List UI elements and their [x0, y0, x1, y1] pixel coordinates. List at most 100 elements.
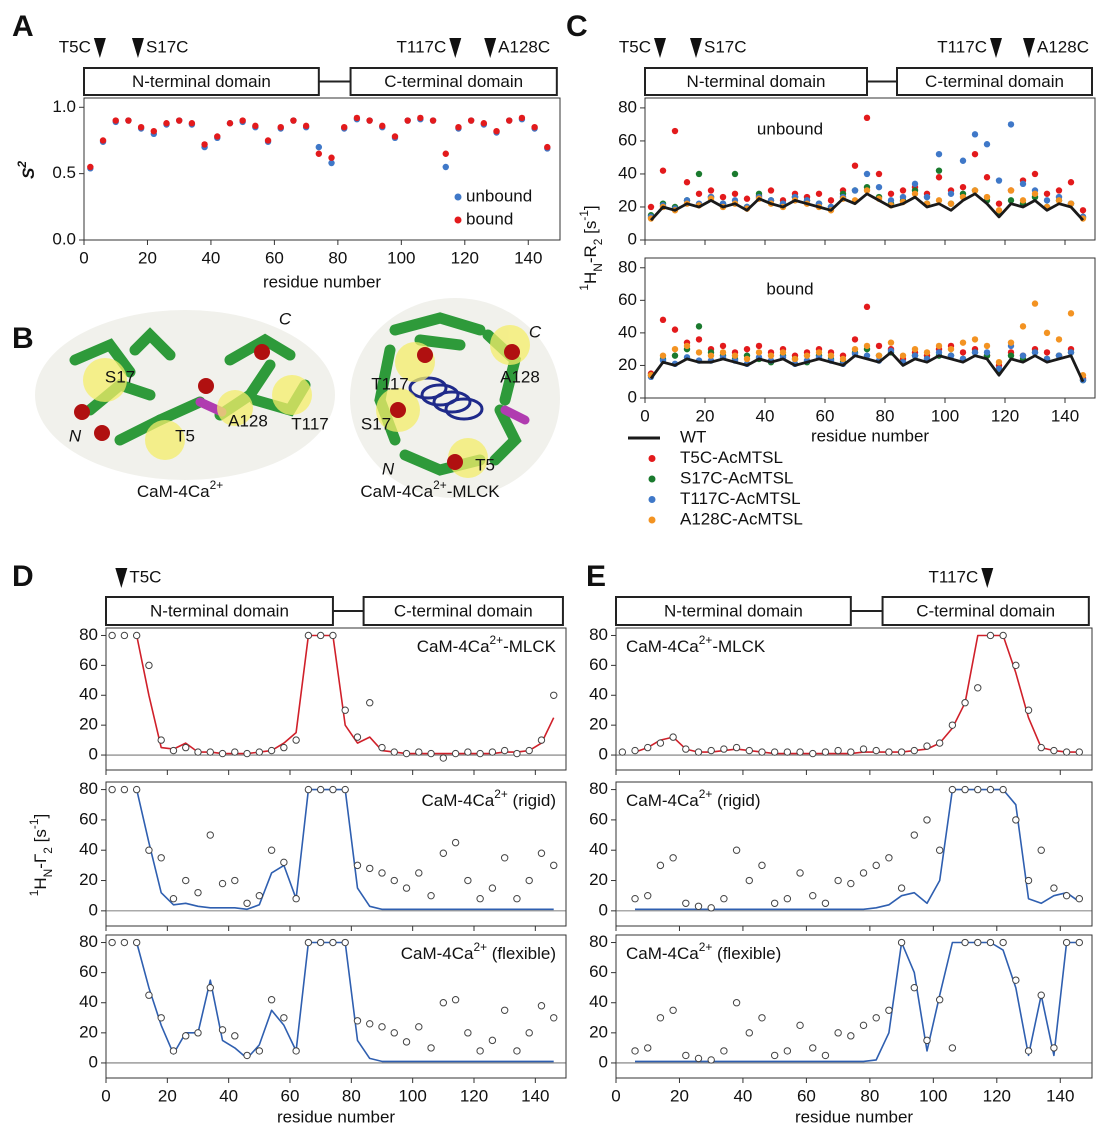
data-point: [935, 174, 943, 181]
data-point: [683, 342, 691, 350]
data-point: [194, 748, 202, 756]
data-point: [631, 1047, 639, 1055]
data-point: [899, 187, 907, 194]
legend-label: S17C-AcMTSL: [680, 468, 793, 487]
data-point: [120, 785, 129, 794]
data-point: [328, 154, 335, 161]
data-point: [1055, 336, 1063, 343]
x-tick-label: 20: [158, 1086, 177, 1105]
data-point: [391, 133, 399, 140]
data-point: [872, 1014, 880, 1022]
plot-frame: [105, 781, 567, 927]
data-point: [255, 748, 264, 756]
residue-label: C: [279, 309, 292, 328]
data-point: [194, 888, 202, 897]
panel-letter: D: [12, 560, 34, 593]
data-point: [935, 739, 944, 747]
data-point: [899, 193, 907, 201]
x-tick-label: 0: [611, 1086, 620, 1105]
data-point: [827, 352, 835, 359]
data-line: [649, 351, 1085, 383]
site-label: T5C: [59, 37, 91, 56]
data-point: [439, 999, 448, 1007]
structure-caption: CaM-4Ca2+: [137, 478, 223, 501]
data-point: [656, 739, 665, 747]
plot-frame: [644, 257, 1096, 399]
x-tick-label: 0: [101, 1086, 110, 1105]
data-point: [417, 114, 424, 122]
data-point: [974, 938, 982, 947]
data-point: [157, 1014, 165, 1022]
data-point: [480, 120, 488, 127]
data-point: [948, 1044, 957, 1052]
data-point: [863, 342, 871, 350]
data-point: [821, 1051, 830, 1060]
data-point: [550, 1014, 558, 1022]
plot-frame: [615, 781, 1093, 927]
data-point: [150, 127, 158, 135]
data-point: [439, 849, 448, 857]
data-point: [815, 349, 823, 356]
data-point: [108, 631, 116, 640]
data-point: [770, 1051, 779, 1060]
subplot-title: CaM-4Ca2+ (flexible): [401, 940, 556, 963]
x-tick-label: 40: [219, 1086, 238, 1105]
domain-label: C-terminal domain: [384, 72, 523, 91]
data-point: [707, 352, 715, 359]
x-tick-label: 20: [138, 248, 157, 267]
data-point: [923, 193, 931, 201]
legend-label: WT: [680, 427, 706, 446]
data-point: [631, 895, 639, 903]
y-tick-label: 40: [618, 322, 637, 341]
data-point: [885, 854, 893, 862]
data-point: [315, 150, 323, 157]
data-point: [451, 749, 460, 758]
data-point: [834, 746, 842, 755]
data-point: [206, 748, 214, 756]
x-tick-label: 120: [983, 1086, 1011, 1105]
data-point: [378, 1023, 386, 1031]
domain-label: C-terminal domain: [394, 601, 533, 620]
data-point: [1043, 197, 1051, 204]
x-tick-label: 100: [931, 406, 959, 425]
y-axis-label-part: 2: [41, 847, 55, 854]
y-axis-label: 1HN-Γ2 [s-1]: [27, 814, 55, 896]
data-point: [488, 1036, 497, 1045]
data-point: [182, 743, 190, 752]
data-point: [1031, 190, 1039, 197]
data-point: [1007, 352, 1015, 359]
data-point: [885, 748, 893, 756]
data-point: [995, 365, 1003, 372]
x-tick-label: 140: [1046, 1086, 1074, 1105]
data-point: [731, 170, 739, 178]
data-point: [671, 127, 679, 135]
site-label: T117C: [937, 37, 987, 56]
subplot-title-part: (flexible): [487, 944, 556, 963]
data-point: [923, 1036, 931, 1045]
data-point: [292, 736, 300, 744]
data-point: [644, 743, 652, 752]
data-point: [959, 183, 967, 191]
data-point: [476, 895, 484, 903]
data-point: [758, 861, 766, 870]
structure-caption: CaM-4Ca2+-MLCK: [360, 478, 500, 501]
data-point: [1075, 895, 1084, 903]
site-marker: [990, 38, 1002, 58]
x-axis-label: residue number: [795, 1107, 913, 1126]
y-tick-label: 60: [589, 809, 608, 828]
data-point: [959, 157, 967, 164]
subplot-title-part: CaM-4Ca: [417, 637, 490, 656]
data-point: [796, 1021, 804, 1030]
data-point: [112, 117, 119, 124]
data-point: [821, 748, 830, 756]
data-point: [390, 876, 398, 885]
y-axis-label-part: S: [19, 167, 38, 179]
site-marker: [93, 38, 106, 58]
data-point: [899, 352, 907, 359]
data-point: [935, 150, 943, 158]
data-point: [682, 745, 690, 753]
y-axis-label-part: 1: [577, 284, 591, 291]
y-axis-label-part: H: [31, 877, 50, 889]
data-point: [493, 127, 500, 135]
data-point: [1067, 349, 1075, 356]
